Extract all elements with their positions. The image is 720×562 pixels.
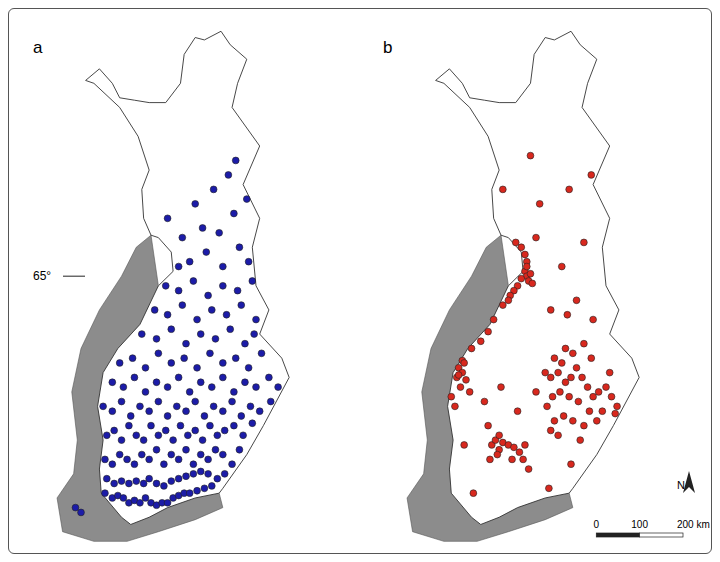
svg-text:0: 0 — [594, 519, 600, 530]
svg-text:200 km: 200 km — [677, 519, 710, 530]
svg-text:100: 100 — [631, 519, 648, 530]
svg-text:a: a — [33, 38, 43, 57]
svg-text:N: N — [677, 479, 685, 491]
svg-text:b: b — [383, 38, 392, 57]
svg-text:65°: 65° — [33, 269, 51, 283]
